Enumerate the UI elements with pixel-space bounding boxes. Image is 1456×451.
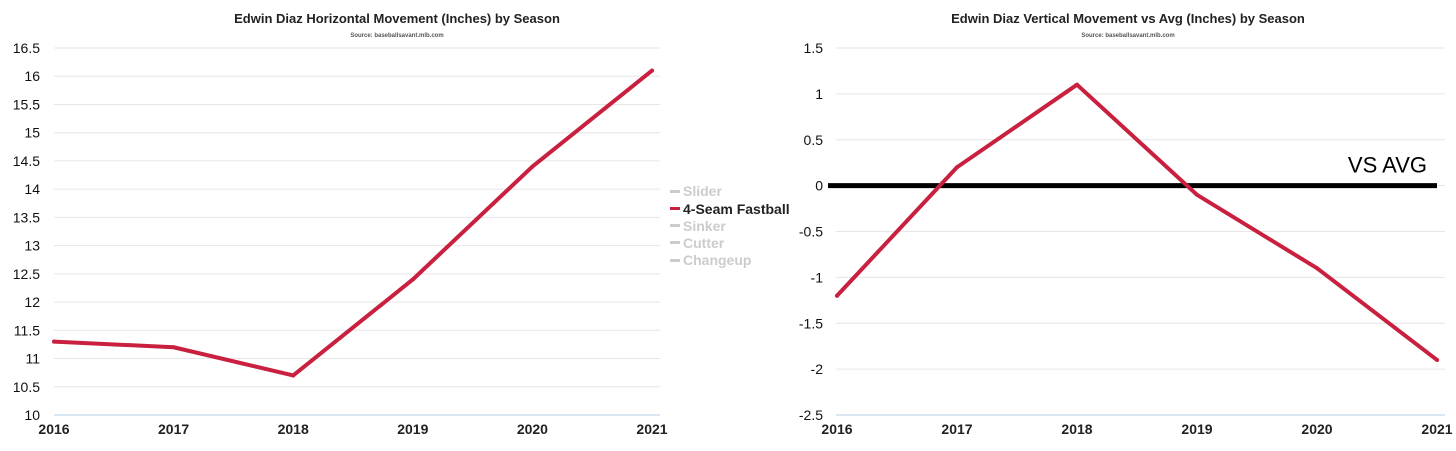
legend-label: Slider (683, 183, 722, 199)
x-tick-label: 2020 (517, 421, 548, 437)
y-tick-label: 1 (815, 86, 823, 102)
legend-item-sinker[interactable]: Sinker (670, 218, 726, 234)
y-tick-label: -0.5 (799, 224, 823, 240)
data-point (1435, 357, 1439, 362)
y-gridlines (836, 47, 1445, 370)
data-point (1075, 82, 1079, 87)
y-tick-label: -2.5 (799, 407, 823, 423)
y-tick-label: 14 (24, 181, 40, 197)
legend-item-slider[interactable]: Slider (670, 183, 722, 199)
data-point (52, 339, 56, 344)
chart-title: Edwin Diaz Horizontal Movement (Inches) … (234, 11, 560, 26)
x-tick-label: 2016 (821, 421, 852, 437)
data-point (410, 277, 415, 282)
y-tick-label: 13 (24, 238, 40, 254)
data-point (1315, 266, 1319, 271)
data-point (650, 68, 654, 73)
legend-swatch (670, 259, 680, 262)
x-tick-label: 2018 (278, 421, 309, 437)
vertical-movement-chart: Edwin Diaz Vertical Movement vs Avg (Inc… (799, 11, 1453, 437)
y-axis-ticks: -2.5 -2 -1.5 -1 -0.5 0 0.5 1 1.5 (799, 40, 823, 423)
legend: Slider 4-Seam Fastball Sinker Cutter Cha… (670, 183, 790, 268)
chart-source: Source: baseballsavant.mlb.com (1081, 33, 1174, 39)
x-tick-label: 2021 (1421, 421, 1452, 437)
y-tick-label: 10.5 (13, 379, 40, 395)
y-gridlines (54, 47, 660, 388)
series-line-fastball (835, 82, 1439, 362)
legend-item-cutter[interactable]: Cutter (670, 235, 725, 251)
x-tick-label: 2017 (941, 421, 972, 437)
legend-label: Changeup (683, 252, 751, 268)
chart-title: Edwin Diaz Vertical Movement vs Avg (Inc… (951, 11, 1305, 26)
horizontal-movement-chart: Edwin Diaz Horizontal Movement (Inches) … (13, 11, 790, 437)
legend-swatch (670, 241, 680, 244)
data-point (291, 373, 296, 378)
y-tick-label: 15.5 (13, 96, 40, 112)
series-lines (835, 82, 1439, 362)
legend-label: 4-Seam Fastball (683, 201, 790, 217)
x-tick-label: 2019 (397, 421, 428, 437)
legend-label: Cutter (683, 235, 725, 251)
legend-item-changeup[interactable]: Changeup (670, 252, 751, 268)
data-point (835, 293, 839, 298)
y-tick-label: 15 (24, 125, 40, 141)
x-tick-label: 2017 (158, 421, 189, 437)
y-tick-label: 16.5 (13, 40, 40, 56)
data-point (171, 345, 176, 350)
y-tick-label: -1.5 (799, 315, 823, 331)
y-tick-label: -2 (811, 361, 824, 377)
x-tick-label: 2020 (1301, 421, 1332, 437)
x-tick-label: 2018 (1061, 421, 1092, 437)
reference-line-group: VS AVG (828, 153, 1437, 189)
x-axis-ticks: 2016 2017 2018 2019 2020 2021 (38, 421, 667, 437)
legend-swatch (670, 224, 680, 227)
y-tick-label: 1.5 (804, 40, 824, 56)
series-line-fastball (52, 68, 654, 378)
x-tick-label: 2021 (636, 421, 667, 437)
y-tick-label: 11 (25, 351, 40, 367)
legend-swatch (670, 190, 680, 193)
y-tick-label: 0 (815, 178, 823, 194)
data-point (530, 164, 535, 169)
chart-source: Source: baseballsavant.mlb.com (350, 33, 443, 39)
x-tick-label: 2019 (1181, 421, 1212, 437)
y-tick-label: -1 (811, 269, 824, 285)
legend-item-4-seam-fastball[interactable]: 4-Seam Fastball (670, 201, 790, 217)
y-tick-label: 11.5 (14, 322, 40, 338)
x-tick-label: 2016 (38, 421, 69, 437)
data-point (955, 165, 959, 170)
y-tick-label: 12.5 (13, 266, 40, 282)
x-axis-ticks: 2016 2017 2018 2019 2020 2021 (821, 421, 1452, 437)
y-tick-label: 12 (24, 294, 40, 310)
vs-avg-annotation: VS AVG (1348, 153, 1427, 178)
y-tick-label: 14.5 (13, 153, 40, 169)
legend-swatch (670, 207, 680, 210)
y-tick-label: 13.5 (13, 209, 40, 225)
y-axis-ticks: 10 10.5 11 11.5 12 12.5 13 13.5 14 14.5 15 15.5 16 16… (13, 40, 40, 423)
series-lines (52, 68, 654, 378)
legend-label: Sinker (683, 218, 726, 234)
y-tick-label: 10 (24, 407, 40, 423)
y-tick-label: 0.5 (804, 132, 824, 148)
y-tick-label: 16 (24, 68, 40, 84)
data-point (1195, 192, 1199, 197)
